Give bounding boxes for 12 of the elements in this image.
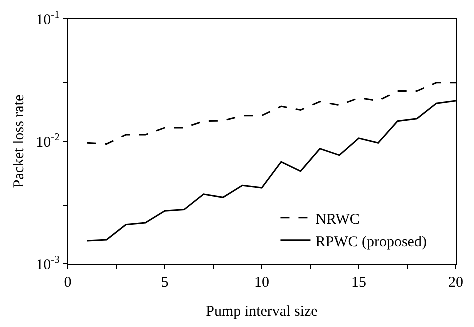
y-axis-title: Packet loss rate	[11, 94, 28, 188]
legend-label: NRWC	[316, 212, 360, 228]
y-tick-label: 10$^{-2}$	[36, 132, 60, 151]
x-tick-label: 5	[161, 275, 169, 292]
x-tick-label: 20	[448, 275, 464, 292]
x-tick-label: 0	[64, 275, 72, 292]
x-axis-title: Pump interval size	[206, 304, 318, 320]
x-tick-label: 10	[254, 275, 270, 292]
legend-label: RPWC (proposed)	[316, 234, 427, 250]
y-tick-label: 10$^{-3}$	[36, 254, 60, 274]
y-tick-label: 10$^{-1}$	[36, 10, 60, 28]
x-tick-label: 15	[352, 275, 366, 292]
